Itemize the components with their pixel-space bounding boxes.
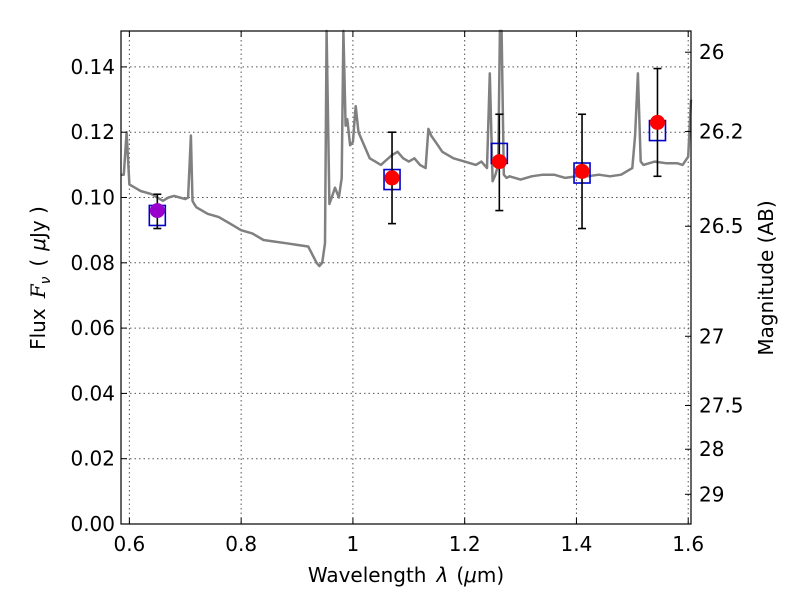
y-tick-label: 0.06	[70, 316, 115, 340]
observed-point	[574, 163, 590, 179]
y-tick-label: 0.04	[70, 381, 115, 405]
y-tick-label: 0.02	[70, 447, 115, 471]
y-tick-label: 0.10	[70, 186, 115, 210]
observed-point	[649, 114, 665, 130]
observed-point	[384, 170, 400, 186]
x-tick-label: 1.2	[449, 532, 481, 556]
y2-tick-label: 27.5	[699, 393, 744, 417]
grid-layer	[121, 31, 691, 524]
y2-tick-label: 28	[699, 437, 724, 461]
plot-frame	[120, 30, 692, 525]
x-tick-label: 1.6	[672, 532, 704, 556]
x-axis-label: Wavelength λ (μm)	[308, 563, 504, 587]
y2-tick-label: 29	[699, 482, 724, 506]
y-tick-label: 0.12	[70, 120, 115, 144]
ticks-layer: 0.6 0.8 1 1.2 1.4 1.6 0.00 0.02 0.04 0.06 0.08 0.10…	[70, 31, 744, 556]
model-spectrum-line	[121, 29, 693, 268]
model-spectrum-layer	[121, 29, 693, 268]
marks-layer	[148, 67, 667, 230]
x-tick-label: 0.6	[113, 532, 145, 556]
y-tick-label: 0.00	[70, 512, 115, 536]
y-tick-label: 0.08	[70, 251, 115, 275]
observed-point	[149, 203, 165, 219]
y2-tick-label: 26.5	[699, 214, 744, 238]
y-tick-label: 0.14	[70, 55, 115, 79]
observed-point	[491, 154, 507, 170]
y-axis-label: FluxFν(μJy )	[26, 206, 54, 350]
y2-tick-label: 26.2	[699, 120, 744, 144]
y2-tick-label: 27	[699, 324, 724, 348]
x-tick-label: 0.8	[225, 532, 257, 556]
y2-tick-label: 26	[699, 40, 724, 64]
x-tick-label: 1	[347, 532, 360, 556]
y2-axis-label: Magnitude (AB)	[754, 200, 778, 355]
x-tick-label: 1.4	[561, 532, 593, 556]
